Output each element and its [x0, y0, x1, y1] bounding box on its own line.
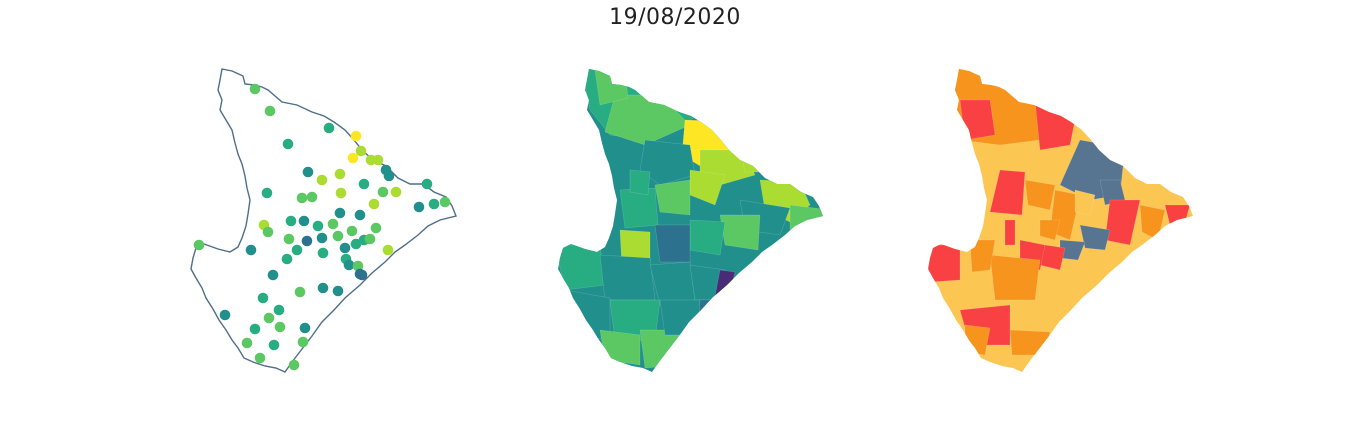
municipality-region	[689, 219, 726, 256]
station-point	[267, 269, 279, 281]
station-point	[335, 187, 347, 199]
station-point	[285, 215, 297, 227]
station-point	[263, 312, 275, 324]
station-point	[350, 238, 362, 250]
station-point	[343, 259, 355, 271]
station-point	[261, 187, 273, 199]
station-point	[372, 154, 384, 166]
municipality-region	[959, 99, 996, 141]
station-point	[368, 198, 380, 210]
station-point	[383, 170, 395, 182]
station-point	[421, 178, 433, 190]
station-point	[356, 269, 368, 281]
station-point	[350, 130, 362, 142]
station-point	[306, 191, 318, 203]
municipality-region	[697, 299, 721, 331]
station-point	[317, 247, 329, 259]
station-point	[382, 244, 394, 256]
municipality-region	[639, 139, 696, 186]
station-point	[257, 292, 269, 304]
municipality-region	[639, 329, 681, 369]
station-point	[288, 359, 300, 371]
station-point	[301, 235, 313, 247]
municipality-region	[654, 224, 691, 263]
station-point	[332, 285, 344, 297]
station-point	[327, 218, 339, 230]
municipality-region	[989, 254, 1041, 301]
station-point	[268, 339, 280, 351]
municipality-region	[989, 169, 1026, 216]
station-point	[428, 198, 440, 210]
station-point	[249, 83, 261, 95]
station-point	[316, 232, 328, 244]
station-point	[352, 260, 364, 272]
municipality-region	[599, 329, 641, 366]
station-point	[339, 242, 351, 254]
station-point	[249, 323, 261, 335]
municipality-region	[1004, 219, 1016, 246]
station-point	[297, 336, 309, 348]
municipality-region	[1079, 224, 1111, 251]
municipality-region	[928, 244, 961, 283]
station-point	[334, 207, 346, 219]
municipality-risk-map	[928, 69, 1193, 372]
station-point	[254, 352, 266, 364]
station-point	[358, 178, 370, 190]
municipality-region	[1034, 99, 1076, 151]
municipality-region	[1039, 219, 1061, 241]
station-point	[377, 186, 389, 198]
municipality-region	[1009, 329, 1051, 356]
station-point	[302, 166, 314, 178]
station-point	[390, 186, 402, 198]
municipality-region	[619, 187, 659, 229]
station-point	[245, 244, 257, 256]
station-point	[241, 337, 253, 349]
municipality-region	[659, 299, 701, 336]
municipality-region	[1024, 179, 1056, 211]
state-outline	[190, 68, 457, 373]
station-point	[296, 192, 308, 204]
station-point	[355, 145, 367, 157]
municipality-region	[654, 179, 691, 216]
station-point	[282, 138, 294, 150]
station-point	[317, 282, 329, 294]
station-point	[298, 215, 310, 227]
municipality-region	[969, 239, 996, 273]
municipality-region	[1104, 199, 1141, 246]
station-point	[262, 226, 274, 238]
station-point	[332, 230, 344, 242]
station-point	[294, 286, 306, 298]
station-points	[193, 83, 451, 371]
figure-title: 19/08/2020	[609, 5, 741, 30]
municipality-region	[789, 204, 823, 236]
station-point	[323, 122, 335, 134]
station-point	[334, 168, 346, 180]
station-point	[281, 253, 293, 265]
municipality-region	[599, 254, 656, 301]
station-point	[283, 233, 295, 245]
station-point	[273, 304, 285, 316]
station-point	[219, 309, 231, 321]
station-points-map	[190, 68, 457, 373]
municipality-region	[629, 169, 651, 196]
station-point	[193, 239, 205, 251]
station-point	[274, 321, 286, 333]
station-point	[439, 196, 451, 208]
station-point	[354, 209, 366, 221]
station-point	[316, 174, 328, 186]
station-point	[299, 322, 311, 334]
municipality-region	[558, 244, 606, 291]
station-point	[312, 220, 324, 232]
station-point	[264, 105, 276, 117]
station-point	[291, 244, 303, 256]
station-point	[413, 201, 425, 213]
municipality-region	[1074, 189, 1096, 216]
station-point	[347, 152, 359, 164]
station-point	[370, 222, 382, 234]
station-point	[346, 225, 358, 237]
station-point	[364, 233, 376, 245]
municipality-region	[719, 214, 761, 251]
municipality-viridis-map	[558, 69, 823, 372]
